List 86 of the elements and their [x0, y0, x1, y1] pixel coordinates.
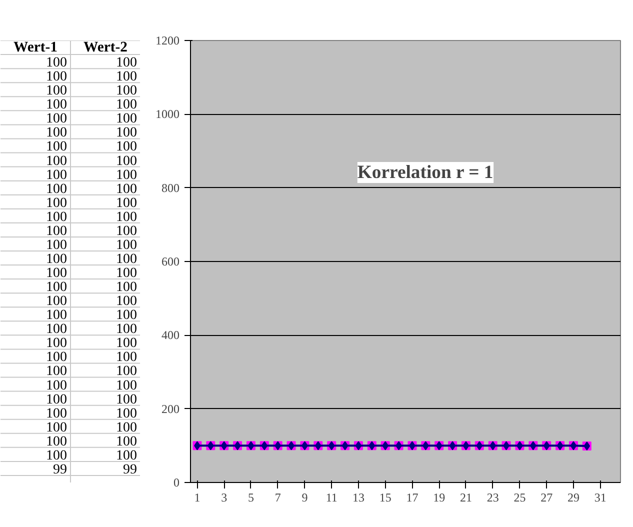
text: 99 — [53, 462, 67, 478]
text: 100 — [116, 140, 137, 155]
text: 100 — [46, 112, 67, 127]
text: 100 — [46, 434, 67, 450]
text: 100 — [116, 280, 137, 296]
text: 100 — [46, 294, 67, 310]
text: 100 — [46, 336, 67, 352]
y-tick-label: 600 — [162, 254, 180, 268]
x-tick-label: 9 — [302, 490, 308, 504]
text: 100 — [46, 168, 67, 183]
x-tick-label: 11 — [326, 490, 338, 504]
x-tick-label: 27 — [540, 490, 553, 504]
text: 100 — [116, 322, 137, 338]
text: 100 — [116, 168, 137, 183]
x-tick-label: 29 — [567, 490, 580, 504]
text: 100 — [46, 210, 67, 225]
text: 100 — [46, 350, 67, 366]
text: 100 — [116, 252, 137, 267]
text: 100 — [116, 294, 137, 310]
text: 100 — [116, 112, 137, 127]
text: 100 — [46, 196, 67, 211]
y-tick-label: 400 — [162, 328, 180, 342]
text: 100 — [46, 266, 67, 282]
text: 100 — [116, 392, 137, 408]
text: 100 — [116, 84, 137, 99]
text: 100 — [46, 392, 67, 408]
text: 100 — [46, 84, 67, 99]
x-tick-label: 15 — [379, 490, 392, 504]
text: 100 — [46, 420, 67, 436]
text: 100 — [46, 406, 67, 422]
text: 100 — [116, 350, 137, 366]
text: 100 — [46, 238, 67, 253]
text: 100 — [46, 280, 67, 296]
x-tick-label: 13 — [352, 490, 364, 504]
x-tick-label: 7 — [274, 490, 281, 504]
text: 100 — [46, 322, 67, 338]
text: 100 — [116, 448, 137, 464]
text: 100 — [116, 70, 137, 85]
text: 100 — [116, 182, 137, 197]
text: 100 — [46, 182, 67, 197]
y-tick-label: 1200 — [156, 34, 180, 48]
x-tick-label: 5 — [248, 490, 254, 504]
x-tick-label: 25 — [514, 490, 526, 504]
x-tick-label: 17 — [406, 490, 418, 504]
text: 100 — [116, 154, 137, 169]
y-tick-label: 200 — [162, 402, 180, 416]
text: 100 — [46, 126, 67, 141]
text: 100 — [46, 364, 67, 380]
text: 100 — [46, 224, 67, 239]
text: 100 — [116, 434, 137, 450]
text: 100 — [116, 56, 137, 71]
x-tick-label: 21 — [460, 490, 472, 504]
text: 100 — [116, 406, 137, 422]
x-tick-label: 31 — [594, 490, 606, 504]
text: 100 — [46, 56, 67, 71]
text: 100 — [46, 154, 67, 169]
text: 100 — [116, 308, 137, 324]
text: 100 — [116, 266, 137, 282]
text: 100 — [116, 378, 137, 394]
x-tick-label: 3 — [221, 490, 228, 504]
text: 100 — [46, 140, 67, 155]
annotation: Korrelation r = 1 — [357, 162, 494, 183]
text: 99 — [123, 462, 137, 478]
x-tick-label: 19 — [433, 490, 446, 504]
text: 100 — [46, 70, 67, 85]
text: 100 — [116, 196, 137, 211]
text: 100 — [116, 238, 137, 253]
y-tick-label: 0 — [174, 476, 180, 490]
y-tick-label: 1000 — [156, 107, 180, 122]
x-tick-label: 23 — [486, 490, 499, 504]
text: 100 — [116, 126, 137, 141]
text: 100 — [116, 210, 137, 225]
text: 100 — [46, 252, 67, 267]
text: 100 — [116, 420, 137, 436]
text: 100 — [46, 378, 67, 394]
text: 100 — [46, 98, 67, 113]
text: 100 — [116, 336, 137, 352]
text: 100 — [46, 448, 67, 464]
text: 100 — [116, 98, 137, 113]
x-tick-label: 1 — [194, 490, 200, 504]
text: 100 — [116, 224, 137, 239]
text: 100 — [46, 308, 67, 324]
text: Wert-1 — [14, 40, 58, 56]
text: 100 — [116, 364, 137, 380]
y-tick-label: 800 — [162, 180, 180, 195]
text: Wert-2 — [84, 40, 128, 56]
